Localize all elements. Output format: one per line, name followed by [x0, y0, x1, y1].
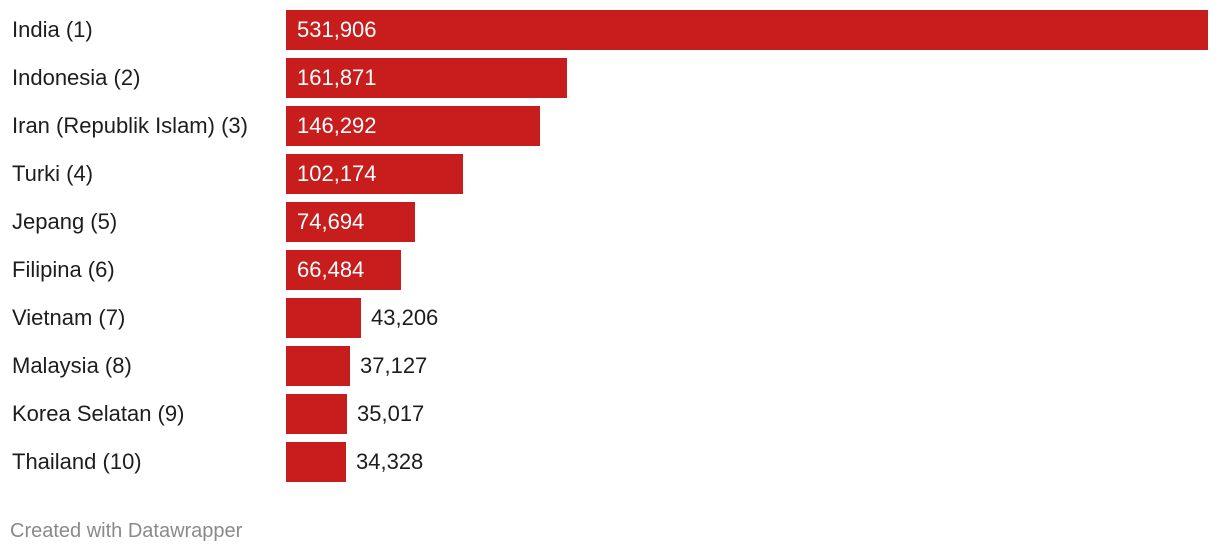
category-label: Iran (Republik Islam) (3) [12, 113, 248, 138]
bar [286, 298, 361, 338]
bar [286, 58, 567, 98]
category-label: Filipina (6) [12, 257, 115, 282]
category-label: Indonesia (2) [12, 65, 141, 90]
bar-row: India (1) 531,906 [0, 10, 1220, 50]
bar-row: Filipina (6) 66,484 [0, 250, 1220, 290]
category-label: Malaysia (8) [12, 353, 132, 378]
value-label: 531,906 [297, 17, 377, 42]
value-label: 102,174 [297, 161, 377, 186]
value-label: 66,484 [297, 257, 365, 282]
bar [286, 442, 346, 482]
bar [286, 202, 415, 242]
bar [286, 346, 350, 386]
bar-chart: India (1) 531,906 Indonesia (2) 161,871 Iran… [0, 10, 1220, 482]
value-label: 34,328 [356, 449, 424, 474]
bar-row: Indonesia (2) 161,871 [0, 58, 1220, 98]
category-label: India (1) [12, 17, 93, 42]
bar [286, 394, 347, 434]
bar-row: Vietnam (7) 43,206 [0, 298, 1220, 338]
bar-row: Iran (Republik Islam) (3) 146,292 [0, 106, 1220, 146]
bar-row: Malaysia (8) 37,127 [0, 346, 1220, 386]
bar-row: Turki (4) 102,174 [0, 154, 1220, 194]
value-label: 161,871 [297, 65, 377, 90]
value-label: 37,127 [360, 353, 428, 378]
category-label: Turki (4) [12, 161, 94, 186]
category-label: Vietnam (7) [12, 305, 126, 330]
bar-row: Jepang (5) 74,694 [0, 202, 1220, 242]
bar-row: Thailand (10) 34,328 [0, 442, 1220, 482]
value-label: 146,292 [297, 113, 377, 138]
value-label: 43,206 [371, 305, 439, 330]
category-label: Thailand (10) [12, 449, 142, 474]
value-label: 74,694 [297, 209, 365, 234]
bar [286, 10, 1208, 50]
bar [286, 250, 401, 290]
bar-row: Korea Selatan (9) 35,017 [0, 394, 1220, 434]
footer-credit[interactable]: Created with Datawrapper [10, 520, 243, 542]
bar [286, 154, 463, 194]
value-label: 35,017 [357, 401, 425, 426]
category-label: Korea Selatan (9) [12, 401, 185, 426]
bar [286, 106, 540, 146]
category-label: Jepang (5) [12, 209, 118, 234]
